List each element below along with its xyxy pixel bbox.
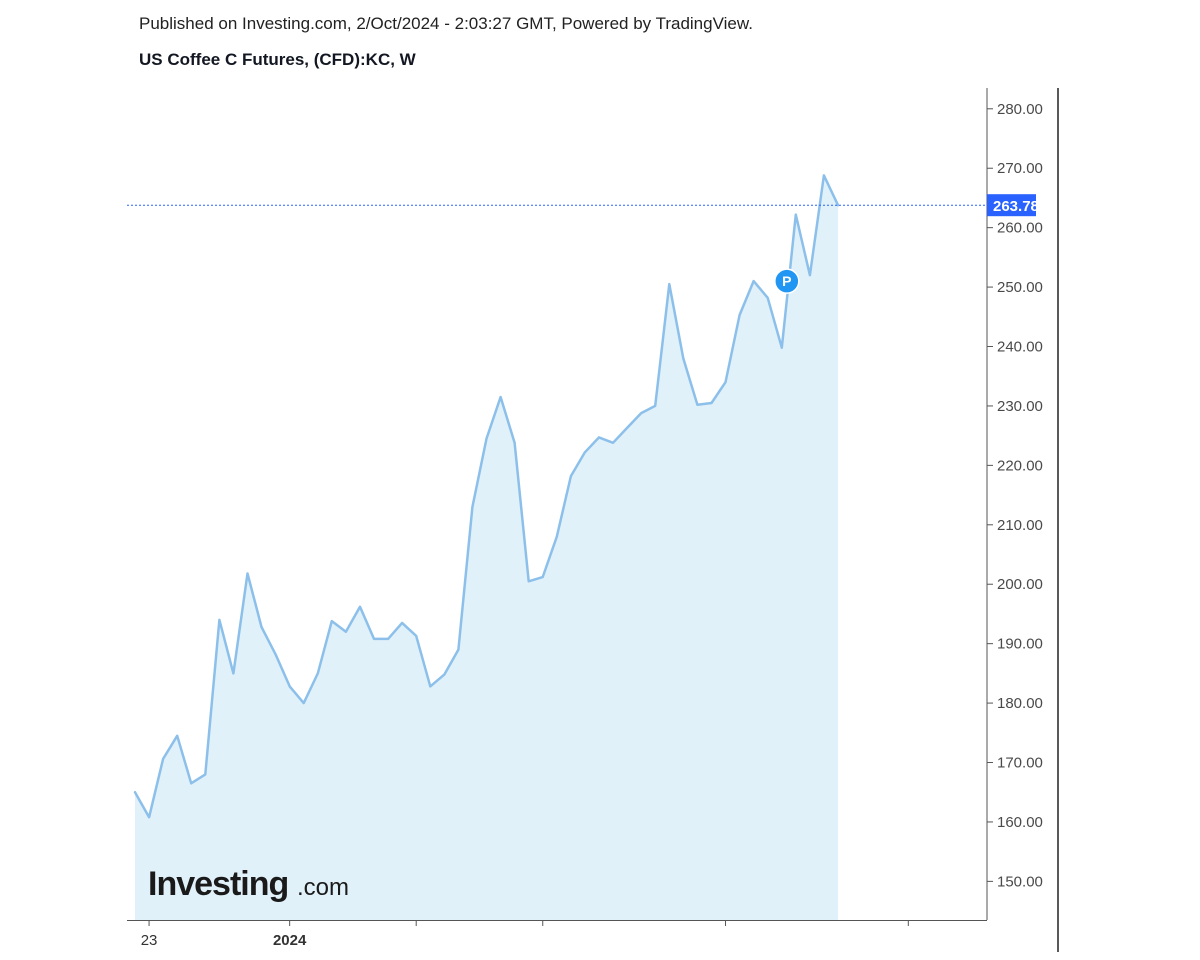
y-tick-label: 270.00 [997, 160, 1043, 177]
y-tick-label: 200.00 [997, 576, 1043, 593]
y-tick-label: 170.00 [997, 755, 1043, 772]
price-area-fill [135, 175, 838, 920]
last-price-label: 263.78 [993, 198, 1039, 215]
y-tick-label: 230.00 [997, 398, 1043, 415]
y-tick-label: 250.00 [997, 279, 1043, 296]
logo-suffix: .com [297, 874, 349, 901]
logo-wordmark: Investing [148, 865, 288, 903]
y-tick-label: 160.00 [997, 814, 1043, 831]
x-tick-label: 2024 [273, 932, 307, 949]
y-tick-label: 280.00 [997, 101, 1043, 118]
event-marker[interactable]: P [774, 268, 800, 294]
investing-logo: Investing .com [148, 865, 349, 903]
y-tick-label: 220.00 [997, 457, 1043, 474]
y-tick-label: 190.00 [997, 636, 1043, 653]
chart-title: US Coffee C Futures, (CFD):KC, W [139, 50, 416, 69]
y-tick-label: 260.00 [997, 220, 1043, 237]
y-tick-label: 180.00 [997, 695, 1043, 712]
y-tick-label: 210.00 [997, 517, 1043, 534]
y-tick-label: 150.00 [997, 873, 1043, 890]
x-tick-label: 23 [141, 932, 158, 949]
event-marker-circle [774, 268, 800, 294]
price-line [133, 174, 840, 819]
published-caption: Published on Investing.com, 2/Oct/2024 -… [139, 14, 753, 33]
y-tick-label: 240.00 [997, 339, 1043, 356]
event-marker-letter: P [782, 273, 791, 289]
last-price-badge [987, 194, 1036, 217]
